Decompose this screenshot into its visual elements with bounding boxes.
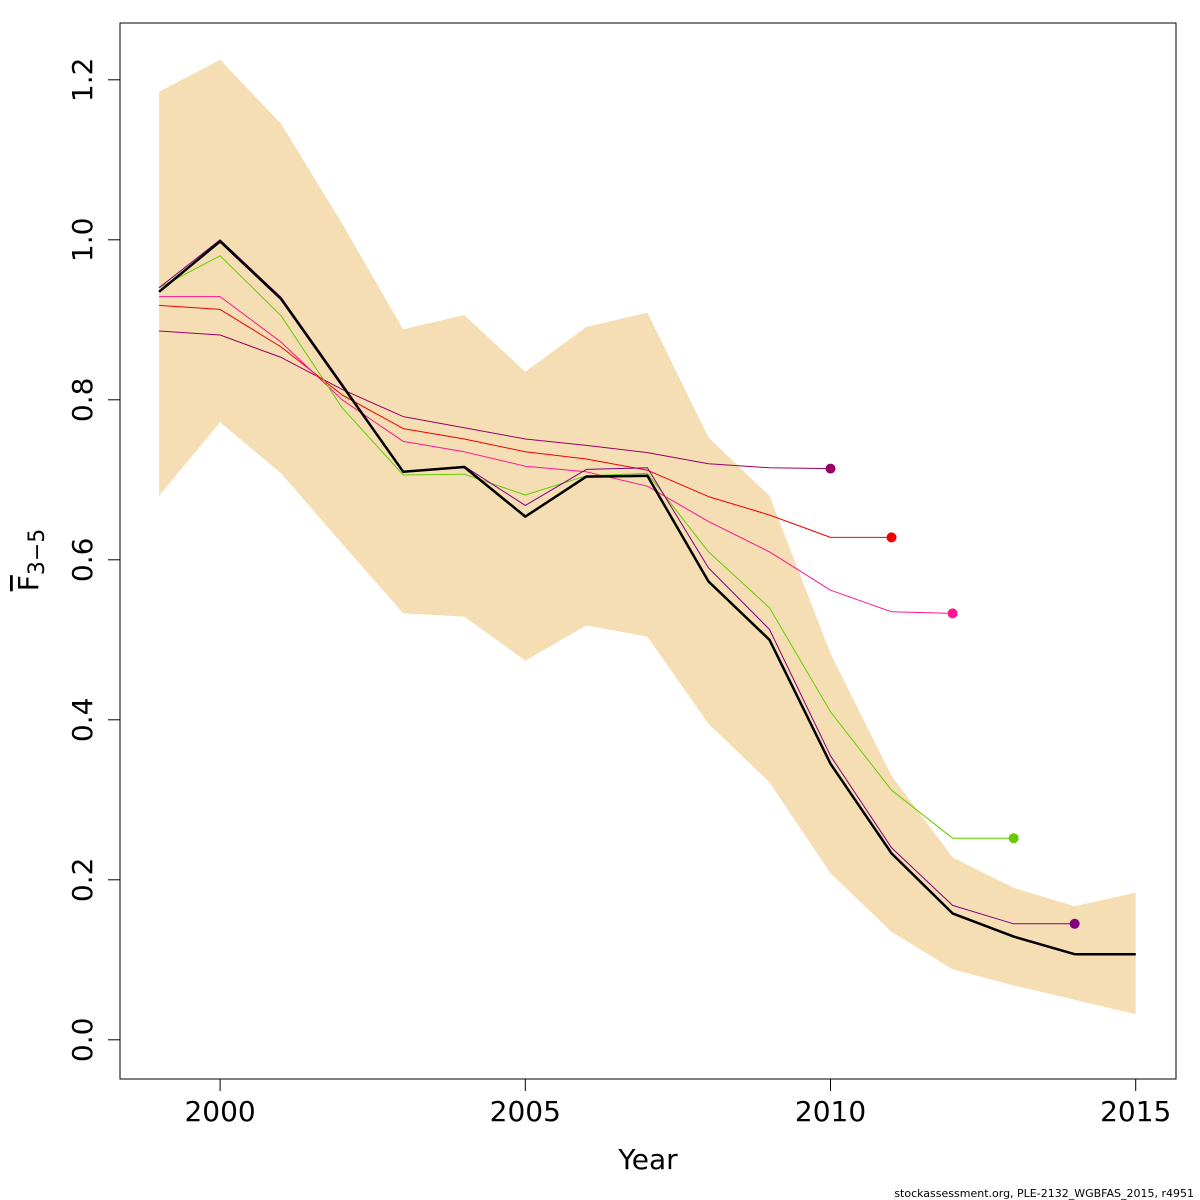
y-axis-label-main: F: [12, 575, 45, 591]
plot-area: [158, 59, 1136, 1015]
end-marker: [886, 532, 897, 543]
end-marker: [825, 463, 836, 474]
plot-frame: [119, 22, 1177, 1080]
y-tick-label: 0.2: [66, 858, 99, 903]
y-tick-label: 1.2: [66, 58, 99, 103]
y-axis-label: F3−5: [12, 529, 50, 592]
footnote: stockassessment.org, PLE-2132_WGBFAS_201…: [894, 1187, 1194, 1200]
x-tick-label: 2000: [184, 1095, 255, 1128]
series-line: [159, 304, 892, 538]
end-marker: [1008, 833, 1019, 844]
end-marker: [1069, 918, 1080, 929]
y-tick-label: 0.4: [66, 698, 99, 743]
series-line: [158, 240, 1136, 956]
confidence-band: [159, 59, 1136, 1015]
y-tick-label: 0.8: [66, 378, 99, 423]
y-tick-label: 0.6: [66, 538, 99, 583]
y-tick-label: 0.0: [66, 1018, 99, 1063]
x-tick-label: 2010: [795, 1095, 866, 1128]
series-line: [159, 296, 953, 614]
x-axis-label: Year: [617, 1143, 678, 1176]
end-marker: [947, 608, 958, 619]
series-line: [159, 330, 831, 470]
x-tick-label: 2005: [490, 1095, 561, 1128]
x-tick-label: 2015: [1100, 1095, 1171, 1128]
y-axis-label-subscript: 3−5: [25, 529, 50, 575]
y-tick-label: 1.0: [66, 218, 99, 263]
